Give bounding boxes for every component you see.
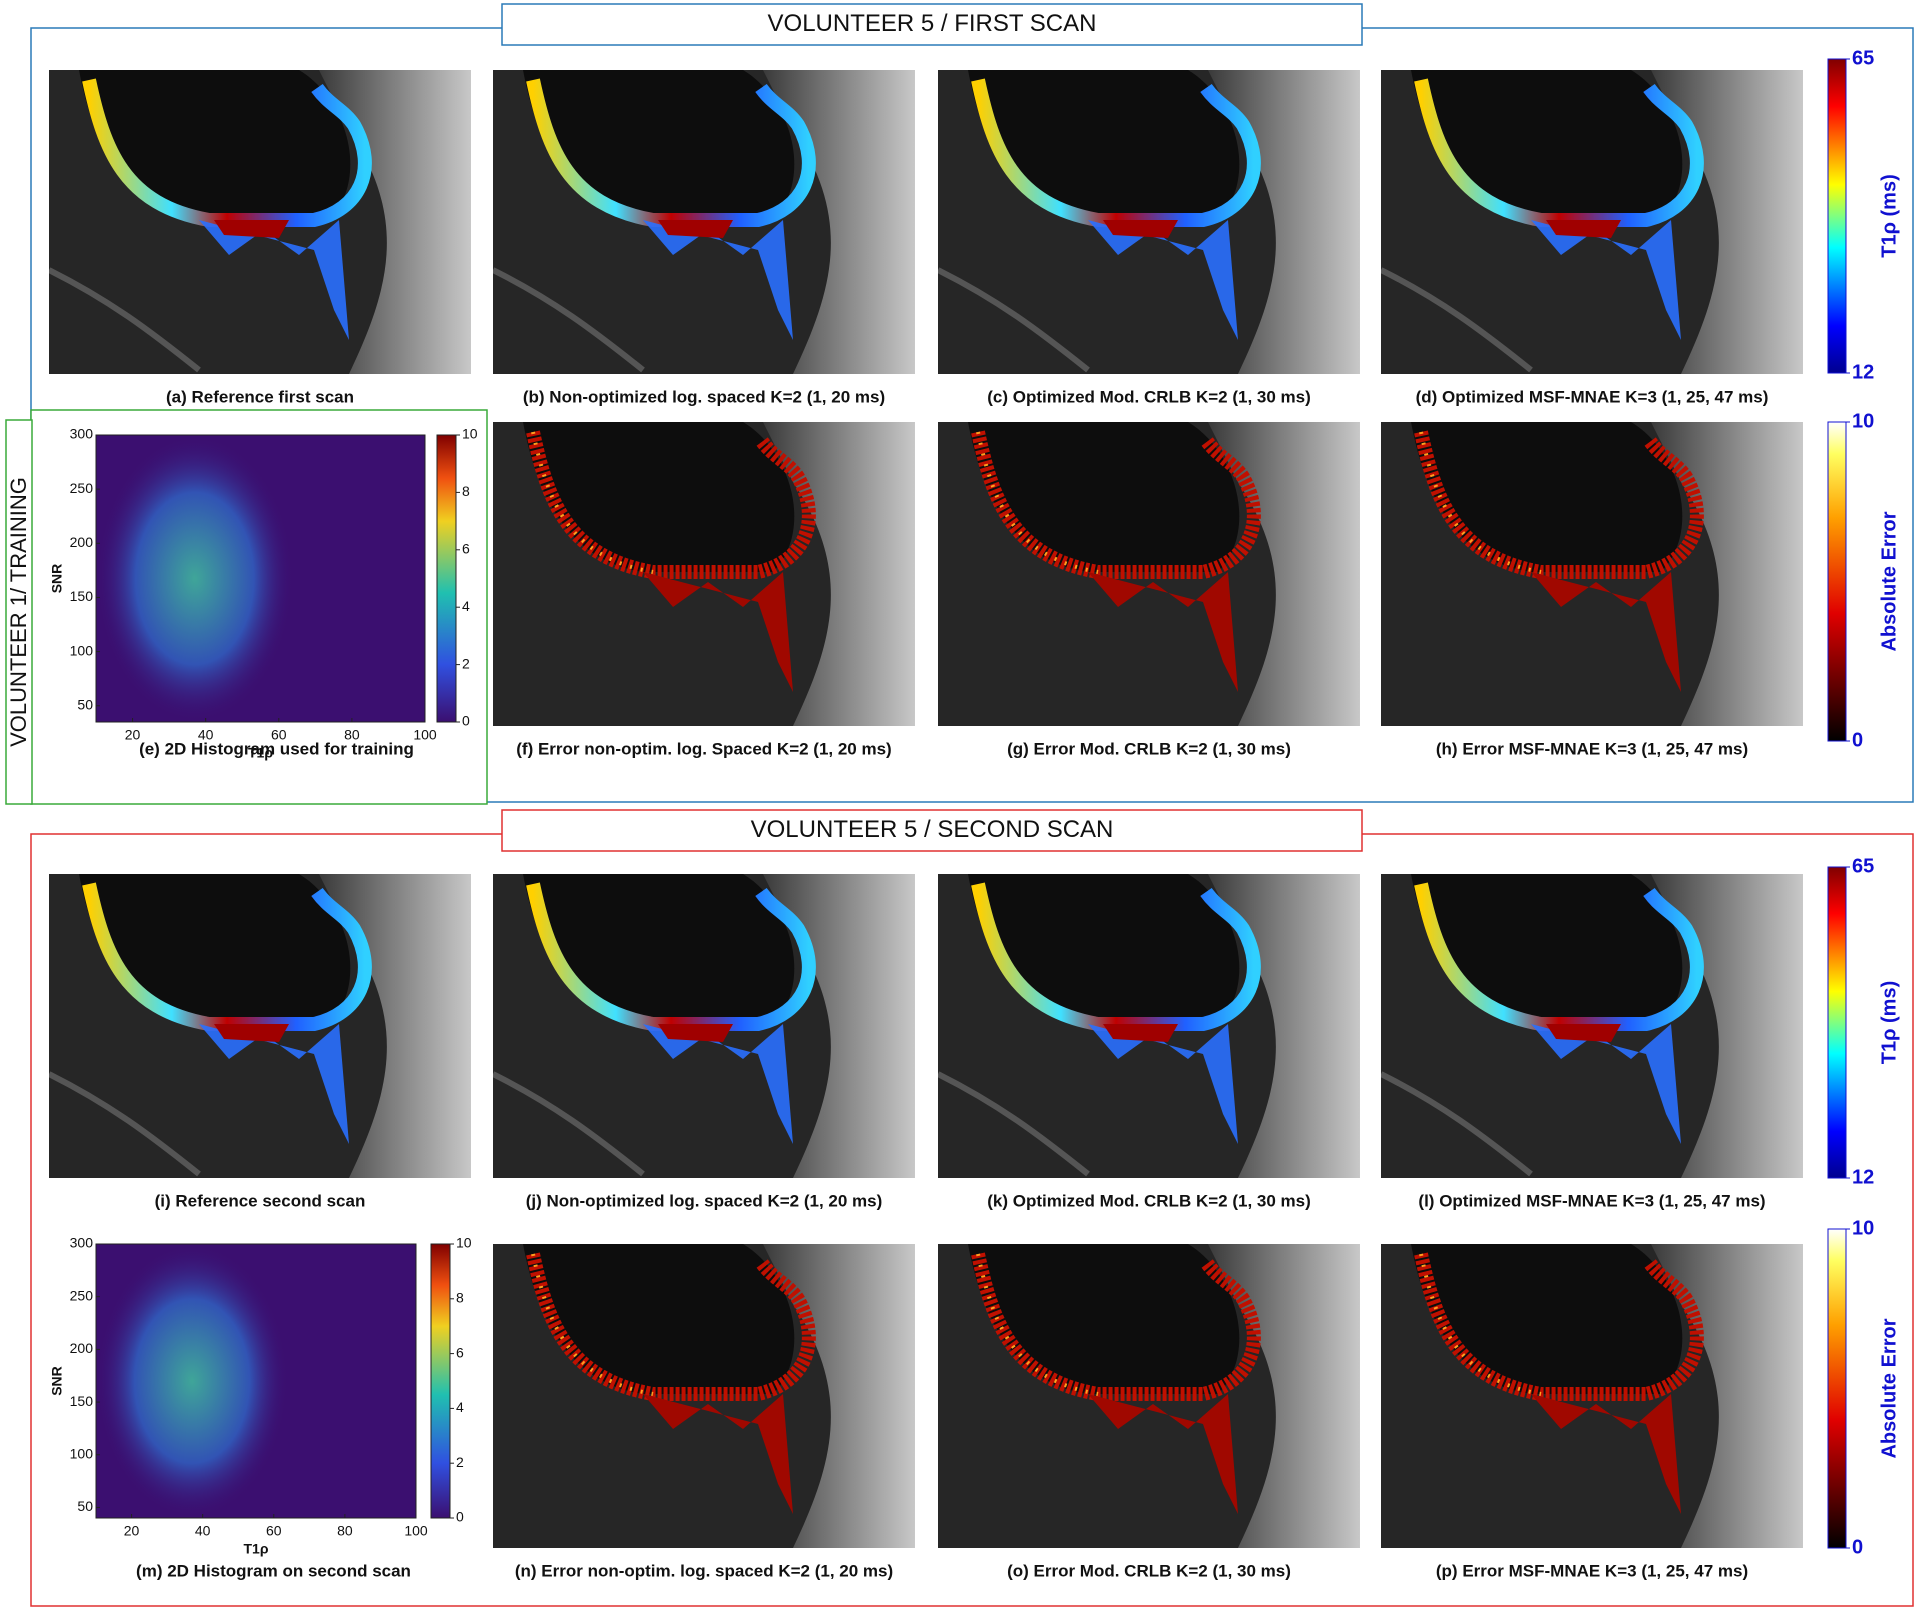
caption: (b) Non-optimized log. spaced K=2 (1, 20…: [523, 387, 885, 406]
y-tick-label: 300: [70, 426, 94, 442]
error-map-image: [493, 422, 915, 726]
y-tick-label: 150: [70, 1393, 94, 1409]
y-axis-label: SNR: [49, 564, 65, 594]
colorbar-tick-label: 65: [1852, 855, 1874, 877]
mri-map-image: [49, 874, 471, 1178]
x-tick-label: 100: [413, 727, 437, 743]
x-tick-label: 60: [266, 1523, 282, 1539]
colorbar-tick-label: 2: [462, 655, 470, 671]
y-tick-label: 100: [70, 1445, 94, 1461]
section-title: VOLUNTEER 5 / SECOND SCAN: [751, 816, 1114, 843]
mri-map-image: [938, 70, 1360, 374]
error-map-image: [1381, 422, 1803, 726]
caption: (f) Error non-optim. log. Spaced K=2 (1,…: [516, 739, 891, 758]
training-label: VOLUNTEER 1/ TRAINING: [6, 477, 31, 747]
colorbar-tick-label: 8: [462, 483, 470, 499]
x-axis-label: T1ρ: [248, 745, 273, 761]
error-map-image: [938, 1244, 1360, 1548]
colorbar-tick-label: 0: [456, 1509, 464, 1525]
colorbar-tick-label: 10: [1852, 410, 1874, 432]
error-map-image: [1381, 1244, 1803, 1548]
y-tick-label: 50: [77, 1498, 93, 1514]
colorbar: [1827, 866, 1847, 1179]
x-axis-label: T1ρ: [244, 1541, 269, 1557]
caption: (c) Optimized Mod. CRLB K=2 (1, 30 ms): [987, 387, 1311, 406]
mri-map-image: [49, 70, 471, 374]
y-tick-label: 300: [70, 1235, 94, 1251]
caption: (k) Optimized Mod. CRLB K=2 (1, 30 ms): [987, 1191, 1311, 1210]
x-tick-label: 100: [404, 1523, 428, 1539]
caption: (i) Reference second scan: [155, 1191, 366, 1210]
caption: (l) Optimized MSF-MNAE K=3 (1, 25, 47 ms…: [1418, 1191, 1765, 1210]
colorbar-tick-label: 4: [456, 1399, 464, 1415]
y-tick-label: 150: [70, 588, 94, 604]
y-tick-label: 250: [70, 1287, 94, 1303]
colorbar: [1827, 58, 1847, 374]
section-title: VOLUNTEER 5 / FIRST SCAN: [768, 10, 1097, 37]
mri-map-image: [938, 874, 1360, 1178]
mri-map-image: [1381, 874, 1803, 1178]
colorbar-label: T1ρ (ms): [1878, 174, 1900, 258]
colorbar-tick-label: 0: [462, 713, 470, 729]
caption: (h) Error MSF-MNAE K=3 (1, 25, 47 ms): [1436, 739, 1748, 758]
caption: (m) 2D Histogram on second scan: [136, 1561, 411, 1580]
y-axis-label: SNR: [49, 1366, 65, 1396]
colorbar-tick-label: 12: [1852, 1166, 1874, 1188]
caption: (g) Error Mod. CRLB K=2 (1, 30 ms): [1007, 739, 1291, 758]
colorbar-label: Absolute Error: [1878, 511, 1900, 651]
colorbar-tick-label: 0: [1852, 1536, 1863, 1558]
x-tick-label: 60: [271, 727, 287, 743]
colorbar-tick-label: 6: [456, 1344, 464, 1360]
histogram-colorbar: [436, 434, 457, 723]
histogram-density: [96, 435, 294, 722]
caption: (a) Reference first scan: [166, 387, 354, 406]
caption: (d) Optimized MSF-MNAE K=3 (1, 25, 47 ms…: [1416, 387, 1769, 406]
caption: (j) Non-optimized log. spaced K=2 (1, 20…: [526, 1191, 883, 1210]
x-tick-label: 20: [125, 727, 141, 743]
histogram-density: [96, 1244, 288, 1518]
x-tick-label: 40: [195, 1523, 211, 1539]
caption: (n) Error non-optim. log. spaced K=2 (1,…: [515, 1561, 893, 1580]
y-tick-label: 100: [70, 642, 94, 658]
y-tick-label: 50: [77, 696, 93, 712]
colorbar-tick-label: 2: [456, 1454, 464, 1470]
x-tick-label: 40: [198, 727, 214, 743]
colorbar-tick-label: 4: [462, 598, 470, 614]
training-label-frame: [5, 419, 33, 805]
error-map-image: [493, 1244, 915, 1548]
y-tick-label: 200: [70, 1340, 94, 1356]
colorbar: [1827, 1228, 1847, 1549]
colorbar-tick-label: 10: [462, 426, 478, 442]
caption: (o) Error Mod. CRLB K=2 (1, 30 ms): [1007, 1561, 1291, 1580]
x-tick-label: 80: [337, 1523, 353, 1539]
colorbar: [1827, 421, 1847, 742]
caption: (p) Error MSF-MNAE K=3 (1, 25, 47 ms): [1436, 1561, 1748, 1580]
caption: (e) 2D Histogram used for training: [139, 739, 414, 758]
error-map-image: [938, 422, 1360, 726]
mri-map-image: [493, 70, 915, 374]
colorbar-label: T1ρ (ms): [1878, 981, 1900, 1065]
x-tick-label: 80: [344, 727, 360, 743]
section-title-box: [501, 3, 1363, 46]
mri-map-image: [1381, 70, 1803, 374]
colorbar-tick-label: 12: [1852, 361, 1874, 383]
colorbar-label: Absolute Error: [1878, 1318, 1900, 1458]
y-tick-label: 250: [70, 480, 94, 496]
x-tick-label: 20: [124, 1523, 140, 1539]
mri-map-image: [493, 874, 915, 1178]
section-title-box: [501, 809, 1363, 852]
colorbar-tick-label: 8: [456, 1290, 464, 1306]
colorbar-tick-label: 0: [1852, 729, 1863, 751]
colorbar-tick-label: 10: [456, 1235, 472, 1251]
y-tick-label: 200: [70, 534, 94, 550]
colorbar-tick-label: 6: [462, 541, 470, 557]
colorbar-tick-label: 10: [1852, 1217, 1874, 1239]
histogram-colorbar: [430, 1243, 451, 1519]
colorbar-tick-label: 65: [1852, 47, 1874, 69]
